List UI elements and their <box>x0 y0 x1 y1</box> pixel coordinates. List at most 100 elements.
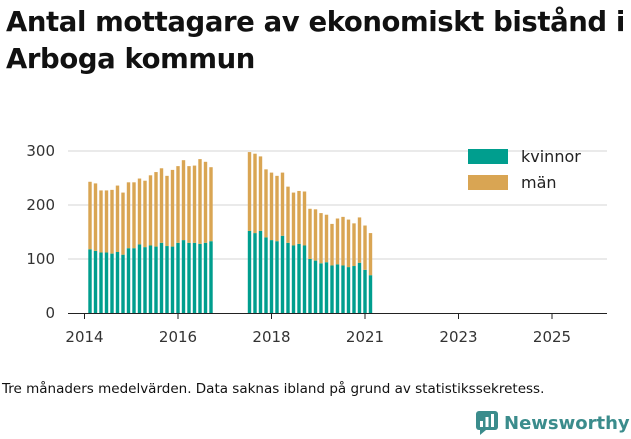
y-tick-label: 100 <box>26 250 55 268</box>
bar-kvinnor <box>176 242 180 313</box>
bar-man <box>275 175 279 242</box>
bar-man <box>291 192 296 246</box>
bar-man <box>352 223 356 267</box>
bar-man <box>170 169 175 247</box>
bar-kvinnor <box>203 242 208 313</box>
legend-swatch <box>468 149 508 164</box>
bar-man <box>302 191 307 246</box>
bar-man <box>187 166 191 243</box>
bar-man <box>181 160 186 241</box>
bar-man <box>346 219 351 268</box>
bar-kvinnor <box>132 248 136 313</box>
bar-man <box>308 208 312 259</box>
bar-kvinnor <box>291 245 296 313</box>
bar-kvinnor <box>275 241 279 313</box>
bar-kvinnor <box>368 275 373 313</box>
bar-kvinnor <box>357 262 362 313</box>
bar-kvinnor <box>115 251 120 313</box>
bar-kvinnor <box>308 259 312 313</box>
bar-kvinnor <box>126 248 131 313</box>
x-tick-label: 2021 <box>346 328 384 346</box>
bar-man <box>247 152 252 231</box>
bar-kvinnor <box>198 243 202 313</box>
bar-man <box>104 190 109 253</box>
newsworthy-logo: Newsworthy <box>476 408 630 438</box>
bar-man <box>159 168 164 243</box>
legend-label: kvinnor <box>521 147 581 166</box>
bar-kvinnor <box>165 246 169 313</box>
bar-kvinnor <box>192 242 197 313</box>
bar-man <box>154 172 158 247</box>
bar-kvinnor <box>335 264 340 313</box>
bar-man <box>313 209 318 261</box>
bar-kvinnor <box>88 249 92 313</box>
bar-man <box>253 153 257 234</box>
legend-label: män <box>521 173 557 192</box>
bar-kvinnor <box>137 244 142 313</box>
bar-man <box>258 156 263 231</box>
x-axis: 2014 2016 2018 2021 2023 2025 <box>65 313 607 346</box>
legend-swatch <box>468 175 508 190</box>
bar-man <box>132 182 136 249</box>
bar-man <box>137 178 142 245</box>
bar-kvinnor <box>324 262 329 313</box>
bar-kvinnor <box>363 269 367 313</box>
x-tick-label: 2014 <box>65 328 103 346</box>
bar-man <box>192 165 197 243</box>
bar-man <box>209 167 213 242</box>
bar-kvinnor <box>104 252 109 313</box>
bar-man <box>99 190 103 253</box>
bar-man <box>264 169 268 238</box>
bar-kvinnor <box>352 266 356 313</box>
bar-kvinnor <box>121 254 125 313</box>
bar-man <box>115 185 120 252</box>
bar-kvinnor <box>159 242 164 313</box>
bar-man <box>148 175 153 246</box>
x-tick-label: 2025 <box>533 328 571 346</box>
bar-kvinnor <box>170 246 175 313</box>
bar-kvinnor <box>269 240 274 313</box>
bar-kvinnor <box>286 242 290 313</box>
x-tick-label: 2023 <box>439 328 477 346</box>
y-tick-label: 0 <box>45 304 55 322</box>
y-tick-label: 200 <box>26 196 55 214</box>
bar-man <box>110 189 114 254</box>
bar-man <box>203 161 208 243</box>
bar-man <box>335 218 340 265</box>
bar-man <box>121 192 125 255</box>
chart-title: Antal mottagare av ekonomiskt bistånd i … <box>6 6 625 75</box>
bar-kvinnor <box>143 247 147 313</box>
bar-man <box>198 159 202 244</box>
bar-kvinnor <box>93 250 98 313</box>
bar-man <box>341 216 345 266</box>
legend: kvinnor män <box>468 147 581 192</box>
bar-kvinnor <box>154 246 158 313</box>
bar-man <box>143 180 147 248</box>
bar-kvinnor <box>181 240 186 313</box>
bar-man <box>126 182 131 249</box>
bar-man <box>280 172 285 236</box>
brand-name: Newsworthy <box>504 412 630 434</box>
bars <box>88 152 373 313</box>
bar-kvinnor <box>280 235 285 313</box>
chart: 0 100 200 300 2014 2016 2018 2021 2023 2025 kvin… <box>26 142 607 346</box>
bar-kvinnor <box>187 242 191 313</box>
x-tick-label: 2016 <box>159 328 197 346</box>
bar-man <box>319 213 323 264</box>
bar-kvinnor <box>330 265 334 313</box>
x-tick-label: 2018 <box>252 328 290 346</box>
bar-kvinnor <box>258 230 263 313</box>
y-tick-label: 300 <box>26 142 55 160</box>
bar-man <box>165 175 169 247</box>
bar-kvinnor <box>209 241 213 313</box>
bar-kvinnor <box>346 267 351 313</box>
bar-man <box>357 217 362 263</box>
bar-kvinnor <box>110 253 114 313</box>
bar-man <box>368 233 373 276</box>
bar-kvinnor <box>302 245 307 313</box>
bar-man <box>93 183 98 251</box>
bar-man <box>176 166 180 243</box>
footnote: Tre månaders medelvärden. Data saknas ib… <box>2 381 545 397</box>
bar-man <box>297 190 301 244</box>
bar-man <box>286 186 290 243</box>
